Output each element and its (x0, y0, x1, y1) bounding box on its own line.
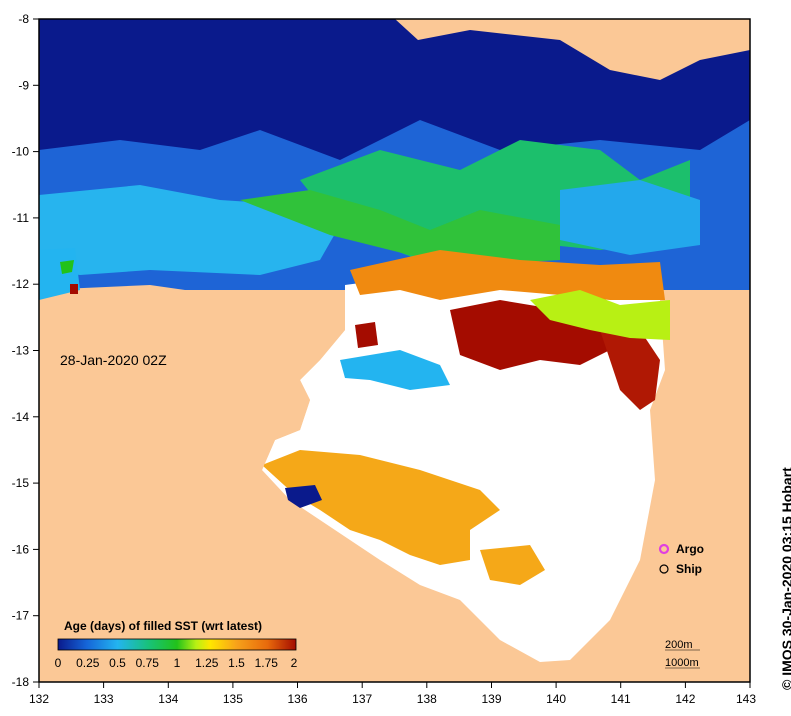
y-tick-label: -16 (12, 542, 30, 556)
y-tick-label: -12 (12, 277, 30, 291)
x-tick-label: 141 (611, 692, 631, 706)
y-tick-label: -9 (18, 78, 29, 92)
y-tick: -16 (12, 542, 39, 556)
y-tick-label: -8 (18, 12, 29, 26)
y-tick: -11 (13, 211, 39, 225)
colorbar-tick-label: 0.75 (136, 656, 160, 670)
map-timestamp: 28-Jan-2020 02Z (60, 352, 167, 368)
colorbar-tick-label: 1.75 (255, 656, 279, 670)
colorbar-title: Age (days) of filled SST (wrt latest) (64, 619, 262, 633)
x-axis: 132 133 134 135 136 137 138 139 140 141 … (29, 682, 756, 706)
y-tick: -14 (12, 410, 39, 424)
x-tick: 137 (352, 682, 373, 706)
sst-orange-south-gulf (262, 450, 500, 565)
y-tick-label: -11 (13, 211, 30, 225)
isobath-1000m-label: 1000m (665, 657, 699, 669)
y-tick: -13 (12, 344, 39, 358)
y-tick-label: -13 (12, 344, 30, 358)
ship-label: Ship (676, 562, 702, 576)
y-tick: -15 (12, 476, 39, 490)
x-tick-label: 138 (417, 692, 437, 706)
isobath-200m-label: 200m (665, 639, 693, 651)
isobath-legend: 200m 1000m (665, 639, 700, 669)
argo-label: Argo (676, 542, 704, 556)
y-tick: -8 (18, 12, 39, 26)
x-tick: 132 (29, 682, 49, 706)
x-tick-label: 140 (546, 692, 566, 706)
ship-legend-item: Ship (659, 562, 702, 576)
colorbar: Age (days) of filled SST (wrt latest) 0 … (55, 619, 298, 670)
y-tick: -17 (12, 609, 39, 623)
map-panel (39, 19, 750, 682)
sst-darkblue-south (285, 485, 322, 508)
x-tick-label: 139 (481, 692, 501, 706)
sst-lightblue-gulf (340, 350, 450, 390)
x-tick-label: 133 (94, 692, 114, 706)
x-tick: 134 (158, 682, 179, 706)
x-tick: 140 (546, 682, 566, 706)
colorbar-tick-label: 1 (174, 656, 181, 670)
y-tick-label: -10 (12, 145, 30, 159)
imos-credit: © IMOS 30-Jan-2020 03:15 Hobart (779, 467, 791, 690)
argo-legend-item: Argo (658, 542, 704, 556)
ship-marker-icon (659, 564, 669, 574)
sst-band-lightblue-east (560, 180, 700, 255)
sst-yellowgreen-patch (530, 290, 670, 340)
y-tick-label: -15 (12, 476, 30, 490)
sst-west-red-dot (70, 284, 78, 294)
x-tick-label: 143 (736, 692, 756, 706)
x-tick-label: 135 (223, 692, 243, 706)
sst-orange-north-gulf (350, 250, 665, 300)
colorbar-tick-label: 0.25 (76, 656, 100, 670)
y-tick: -10 (12, 145, 39, 159)
colorbar-tick-label: 1.5 (228, 656, 245, 670)
x-tick: 139 (481, 682, 502, 706)
x-tick: 136 (287, 682, 308, 706)
colorbar-tick-label: 2 (291, 656, 298, 670)
y-tick: -9 (18, 78, 39, 92)
argo-marker-icon (658, 543, 670, 555)
x-tick: 133 (94, 682, 114, 706)
sst-orange-south-east (480, 545, 545, 585)
y-axis: -8 -9 -10 -11 -12 -13 -14 -15 -16 -17 -1… (12, 12, 39, 689)
colorbar-tick-label: 0 (55, 656, 62, 670)
y-tick-label: -17 (12, 609, 30, 623)
marker-legend: Argo Ship (658, 542, 704, 576)
y-tick: -18 (12, 675, 39, 689)
sst-darkred-small (355, 322, 378, 348)
colorbar-ramp (57, 638, 297, 651)
western-land-notch (39, 285, 345, 470)
y-tick-label: -18 (12, 675, 30, 689)
colorbar-tick-label: 1.25 (195, 656, 219, 670)
y-tick-label: -14 (12, 410, 30, 424)
y-tick: -12 (12, 277, 39, 291)
x-tick-label: 136 (287, 692, 307, 706)
colorbar-ticks: 0 0.25 0.5 0.75 1 1.25 1.5 1.75 2 (55, 656, 298, 670)
sst-band-green-mid (240, 190, 560, 265)
x-tick-label: 137 (352, 692, 372, 706)
x-tick-label: 134 (158, 692, 178, 706)
x-tick-label: 142 (675, 692, 695, 706)
x-tick: 143 (736, 682, 756, 706)
sst-darkred-east (600, 330, 660, 410)
sst-west-green-dot (60, 260, 74, 274)
x-tick: 141 (611, 682, 631, 706)
colorbar-tick-label: 0.5 (109, 656, 126, 670)
x-tick: 142 (675, 682, 696, 706)
x-tick: 135 (223, 682, 243, 706)
x-tick-label: 132 (29, 692, 49, 706)
x-tick: 138 (417, 682, 437, 706)
